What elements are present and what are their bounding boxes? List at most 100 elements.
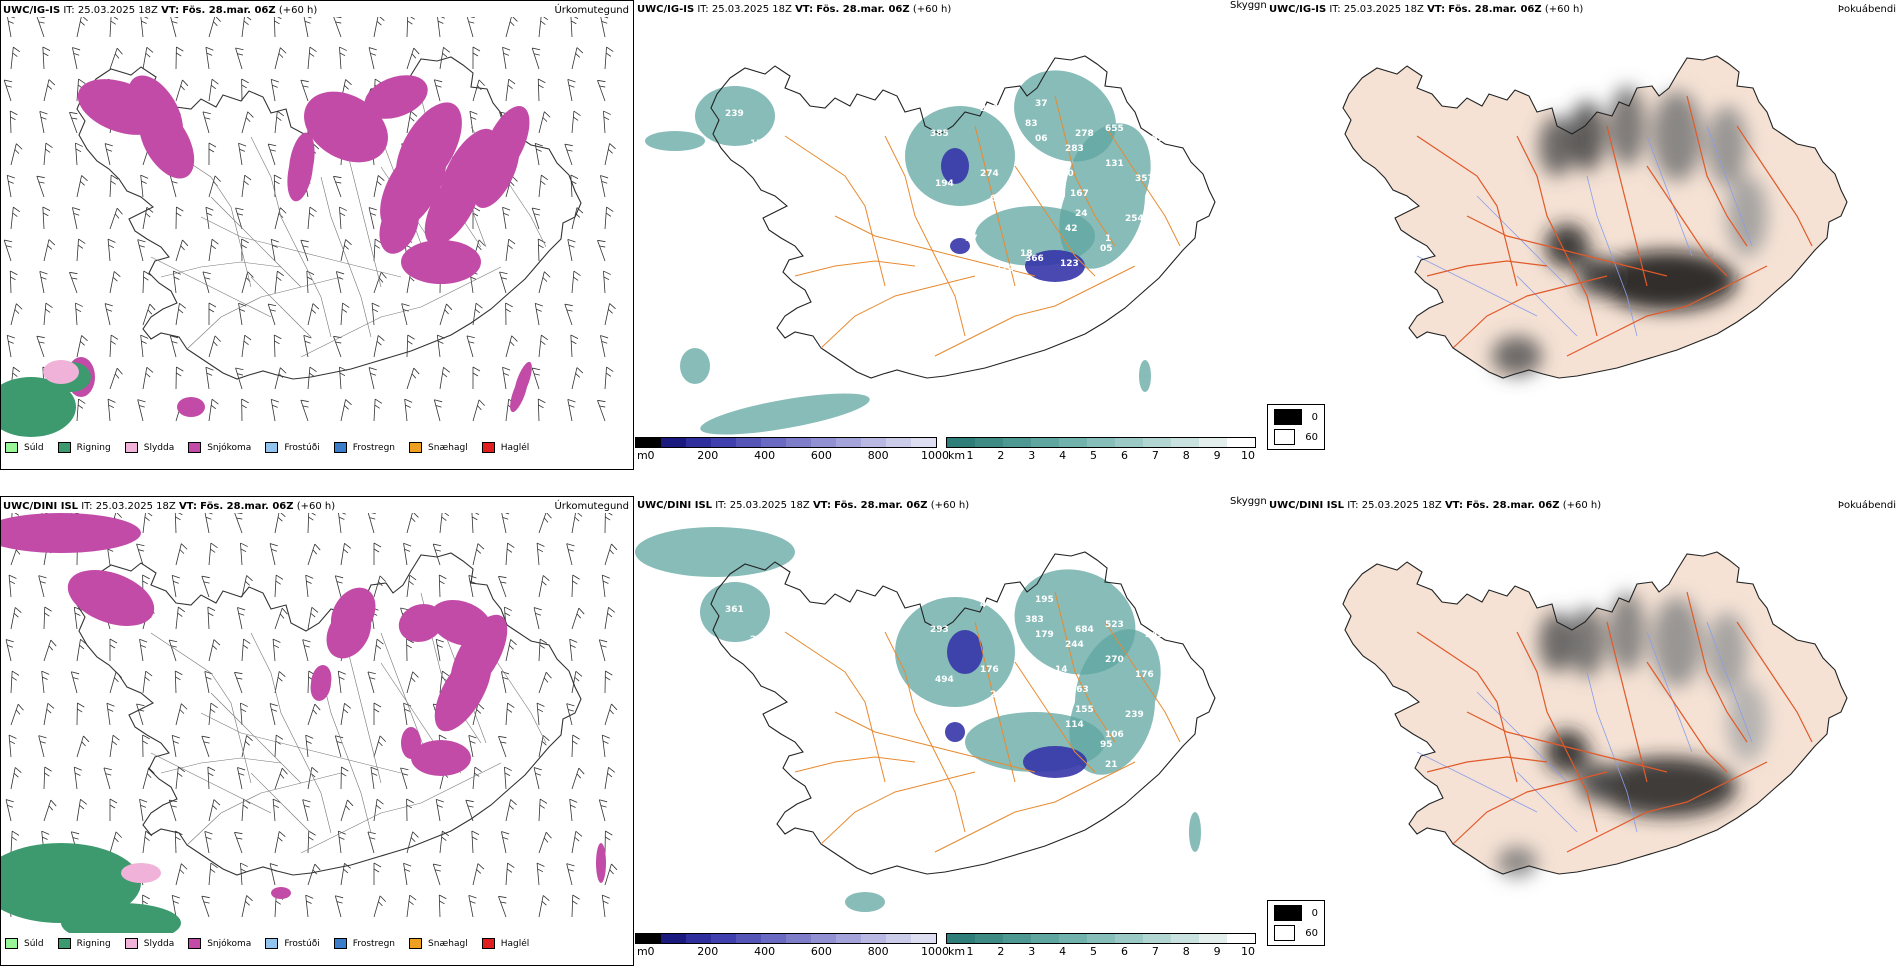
precip-header: UWC/IG-IS IT: 25.03.2025 18Z VT: Fös. 28…: [3, 5, 317, 16]
vis-value-label: 494: [935, 675, 954, 685]
vis-value-label: 655: [1105, 124, 1124, 134]
teal-visibility-areas: [645, 70, 1151, 434]
vt-label: VT:: [795, 4, 813, 15]
cloud-header: UWC/IG-IS IT: 25.03.2025 18Z VT: Fös. 28…: [1269, 4, 1583, 15]
legend-swatch: [125, 938, 138, 949]
legend-item: Slydda: [125, 442, 174, 453]
cbar-tick: 3: [1028, 449, 1035, 462]
precip-map: [1, 17, 633, 437]
precip-title: Úrkomutegund: [554, 5, 629, 16]
vis-value-label: 604: [990, 194, 1009, 204]
vis-value-label: 123: [1060, 259, 1079, 269]
lead-time: (+60 h): [279, 5, 317, 16]
cloud-key-item: 60: [1274, 925, 1318, 941]
vis-value-label: 283: [1065, 144, 1084, 154]
legend-label: Haglél: [501, 443, 530, 453]
forecast-row: UWC/IG-IS IT: 25.03.2025 18Z VT: Fös. 28…: [0, 0, 1900, 480]
cbar-tick: 1000: [921, 945, 949, 958]
cbar-tick: 2: [997, 945, 1004, 958]
vis-value-label: 05: [1100, 244, 1113, 254]
wind-barbs: [4, 17, 616, 423]
cbar-unit: km: [948, 449, 965, 462]
legend-swatch: [334, 442, 347, 453]
vis-header: UWC/DINI ISL IT: 25.03.2025 18Z VT: Fös.…: [637, 500, 969, 511]
legend-item: Haglél: [482, 442, 530, 453]
model-name: UWC/IG-IS: [1269, 4, 1326, 15]
lead-time: (+60 h): [931, 500, 969, 511]
legend-item: Slydda: [125, 938, 174, 949]
cloud-key-label: 0: [1312, 908, 1318, 919]
vis-value-label: 231: [750, 635, 769, 645]
vis-value-label: 1: [1105, 234, 1111, 244]
legend-item: Frostúði: [265, 442, 319, 453]
legend-swatch: [5, 442, 18, 453]
model-name: UWC/DINI ISL: [3, 501, 78, 512]
snow-areas: [67, 75, 532, 417]
vt-label: VT:: [813, 500, 831, 511]
cbar-tick: 5: [1090, 945, 1097, 958]
model-name: UWC/IG-IS: [3, 5, 60, 16]
cloud-key: 0 60: [1267, 900, 1325, 946]
it-label: IT:: [715, 500, 726, 511]
legend-label: Snjókoma: [207, 443, 251, 453]
precip-title: Úrkomutegund: [554, 501, 629, 512]
legend-label: Slydda: [144, 939, 174, 949]
cbar-tick: 10: [1241, 449, 1255, 462]
model-name: UWC/DINI ISL: [637, 500, 712, 511]
it-label: IT:: [81, 501, 92, 512]
lead-time: (+60 h): [1545, 4, 1583, 15]
model-name: UWC/IG-IS: [637, 4, 694, 15]
cbar-tick: 6: [1121, 945, 1128, 958]
legend-label: Súld: [24, 443, 44, 453]
lead-time: (+60 h): [913, 4, 951, 15]
it-label: IT:: [1347, 500, 1358, 511]
it-value: 25.03.2025 18Z: [1362, 500, 1442, 511]
vis-value-label: 293: [930, 625, 949, 635]
it-value: 25.03.2025 18Z: [1344, 4, 1424, 15]
it-value: 25.03.2025 18Z: [712, 4, 792, 15]
legend-label: Snæhagl: [428, 939, 468, 949]
cloud-key-item: 60: [1274, 429, 1318, 445]
cbar-unit: m: [637, 945, 648, 958]
cbar-unit: km: [948, 945, 965, 958]
precip-map: [1, 513, 633, 933]
cloud-panel: UWC/IG-IS IT: 25.03.2025 18Z VT: Fös. 28…: [1267, 0, 1900, 480]
legend-label: Frostúði: [284, 939, 319, 949]
vis-value-label: 194: [935, 179, 954, 189]
legend-swatch: [125, 442, 138, 453]
precip-header: UWC/DINI ISL IT: 25.03.2025 18Z VT: Fös.…: [3, 501, 335, 512]
vis-value-label: 357: [1135, 174, 1154, 184]
it-value: 25.03.2025 18Z: [78, 5, 158, 16]
cbar-tick: 1: [967, 945, 974, 958]
vis-value-label: 114: [1065, 720, 1084, 730]
vis-value-label: 18: [1020, 249, 1033, 259]
cbar-tick: 1000: [921, 449, 949, 462]
vis-value-label: 267: [1145, 134, 1164, 144]
cbar-tick: 600: [811, 449, 832, 462]
legend-swatch: [482, 938, 495, 949]
vis-value-label: 83: [1025, 119, 1038, 129]
rain-areas: [1, 360, 91, 437]
vis-value-label: 111: [1105, 264, 1124, 274]
vis-title: Skyggni: [1230, 0, 1267, 11]
legend-label: Rigning: [77, 443, 111, 453]
legend-item: Snæhagl: [409, 938, 468, 949]
vis-value-label: 383: [1025, 615, 1044, 625]
vis-value-label: 95: [1100, 740, 1113, 750]
vis-value-label: 44: [980, 600, 993, 610]
cbar-tick: 4: [1059, 945, 1066, 958]
cbar-tick: 400: [754, 945, 775, 958]
forecast-row: UWC/DINI ISL IT: 25.03.2025 18Z VT: Fös.…: [0, 496, 1900, 976]
vt-value: Fös. 28.mar. 06Z: [816, 4, 909, 15]
legend-swatch: [265, 938, 278, 949]
vis-title: Skyggni: [1230, 496, 1267, 507]
vis-value-label: 106: [1105, 730, 1124, 740]
cbar-tick: 10: [1241, 945, 1255, 958]
legend-item: Súld: [5, 938, 44, 949]
legend-swatch: [482, 442, 495, 453]
